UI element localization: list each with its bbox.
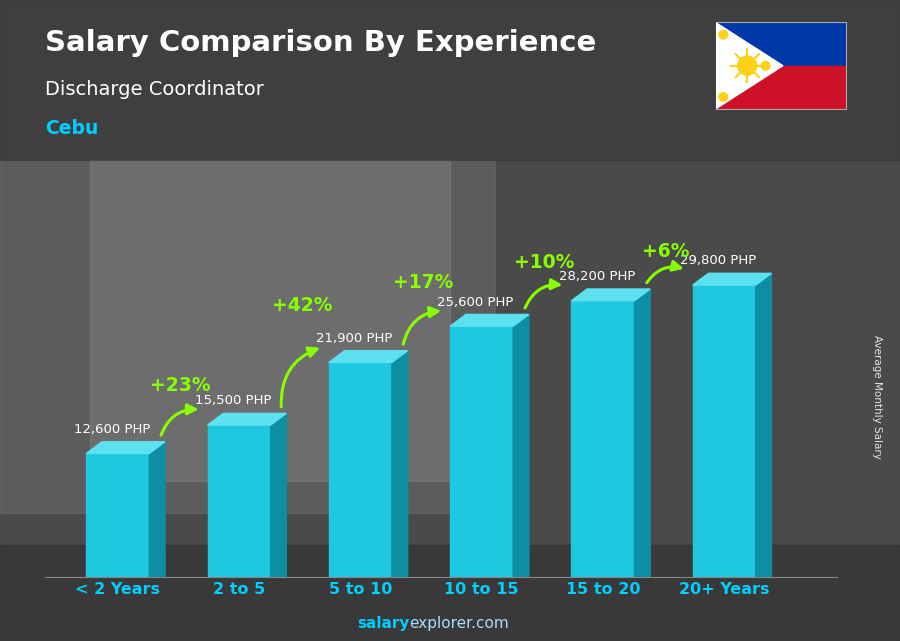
Text: 29,800 PHP: 29,800 PHP — [680, 254, 756, 267]
Bar — [208, 425, 271, 577]
Polygon shape — [392, 351, 408, 577]
Bar — [0, 545, 900, 641]
Text: +10%: +10% — [515, 253, 575, 272]
Bar — [90, 160, 450, 481]
Circle shape — [738, 56, 757, 75]
Circle shape — [719, 92, 728, 101]
Polygon shape — [693, 273, 771, 285]
Text: +6%: +6% — [643, 242, 689, 262]
Text: Cebu: Cebu — [45, 119, 98, 138]
Text: +42%: +42% — [272, 296, 332, 315]
Text: Average Monthly Salary: Average Monthly Salary — [872, 335, 883, 460]
Bar — [328, 362, 392, 577]
Text: explorer.com: explorer.com — [410, 617, 509, 631]
Text: +17%: +17% — [393, 273, 454, 292]
Text: 21,900 PHP: 21,900 PHP — [316, 332, 392, 345]
Polygon shape — [634, 289, 650, 577]
Polygon shape — [86, 442, 165, 454]
Polygon shape — [716, 22, 783, 109]
Polygon shape — [572, 289, 650, 301]
Bar — [450, 326, 513, 577]
Text: Discharge Coordinator: Discharge Coordinator — [45, 80, 264, 99]
Polygon shape — [450, 315, 529, 326]
Bar — [572, 301, 634, 577]
Bar — [716, 22, 846, 66]
Text: 25,600 PHP: 25,600 PHP — [437, 296, 514, 308]
Bar — [86, 454, 149, 577]
Text: salary: salary — [357, 617, 410, 631]
Polygon shape — [271, 413, 286, 577]
Text: 28,200 PHP: 28,200 PHP — [559, 270, 635, 283]
Bar — [0, 160, 495, 513]
Bar — [716, 66, 846, 109]
Bar — [0, 0, 900, 160]
Polygon shape — [513, 315, 529, 577]
Circle shape — [761, 62, 770, 70]
Polygon shape — [149, 442, 165, 577]
Bar — [693, 285, 756, 577]
Text: 12,600 PHP: 12,600 PHP — [74, 423, 150, 436]
Polygon shape — [756, 273, 771, 577]
Text: +23%: +23% — [150, 376, 212, 395]
Text: Salary Comparison By Experience: Salary Comparison By Experience — [45, 29, 596, 57]
Text: 15,500 PHP: 15,500 PHP — [194, 394, 271, 408]
Circle shape — [719, 30, 728, 39]
Polygon shape — [328, 351, 408, 362]
Polygon shape — [208, 413, 286, 425]
